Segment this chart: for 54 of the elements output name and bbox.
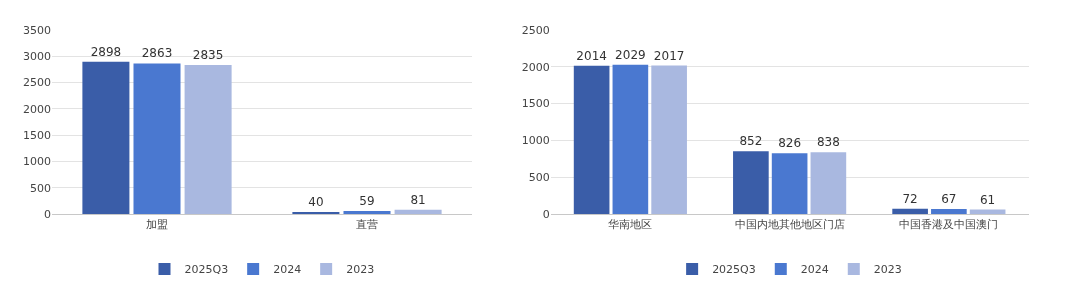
x-tick-label: 华南地区 bbox=[608, 218, 653, 232]
y-tick-label: 0 bbox=[542, 207, 550, 221]
x-tick-label: 中国内地其他地区门店 bbox=[734, 218, 845, 232]
bar bbox=[343, 210, 391, 214]
y-tick-label: 2500 bbox=[23, 76, 51, 90]
bar bbox=[892, 208, 928, 214]
y-tick-label: 500 bbox=[528, 171, 550, 185]
data-label: 61 bbox=[979, 192, 996, 207]
data-label: 852 bbox=[739, 134, 763, 149]
y-tick-label: 1000 bbox=[23, 155, 51, 169]
y-tick-label: 3500 bbox=[23, 23, 51, 37]
y-tick-label: 2000 bbox=[23, 102, 51, 116]
data-label: 59 bbox=[359, 193, 375, 208]
data-label: 2898 bbox=[90, 44, 122, 59]
bar bbox=[133, 63, 181, 214]
legend-label: 2024 bbox=[273, 263, 302, 277]
x-tick-label: 直营 bbox=[356, 218, 378, 232]
bar bbox=[292, 211, 340, 214]
legend-label: 2023 bbox=[873, 263, 902, 277]
data-label: 72 bbox=[902, 191, 918, 206]
y-tick-label: 1500 bbox=[23, 128, 51, 142]
data-label: 2029 bbox=[615, 47, 646, 62]
bar bbox=[394, 209, 442, 214]
legend-label: 2024 bbox=[800, 263, 829, 277]
bar bbox=[612, 64, 649, 214]
bar bbox=[651, 65, 687, 214]
y-tick-label: 1000 bbox=[521, 134, 550, 148]
data-label: 2017 bbox=[653, 48, 685, 63]
x-tick-label: 加盟 bbox=[146, 218, 168, 232]
data-label: 2835 bbox=[192, 47, 224, 62]
data-label: 838 bbox=[816, 135, 840, 150]
y-tick-label: 500 bbox=[30, 181, 51, 195]
y-tick-label: 1500 bbox=[521, 97, 550, 111]
legend-label: 2025Q3 bbox=[712, 263, 756, 277]
bar bbox=[771, 153, 808, 214]
y-tick-label: 0 bbox=[44, 207, 51, 221]
bar bbox=[573, 65, 610, 214]
y-tick-label: 3000 bbox=[23, 50, 51, 64]
data-label: 2014 bbox=[576, 48, 607, 63]
bar bbox=[733, 151, 769, 214]
legend-label: 2023 bbox=[346, 263, 375, 277]
legend-label: 2025Q3 bbox=[184, 263, 229, 277]
data-label: 826 bbox=[778, 136, 802, 151]
bar bbox=[82, 61, 130, 214]
data-label: 40 bbox=[308, 194, 324, 209]
y-tick-label: 2500 bbox=[521, 23, 550, 37]
data-label: 67 bbox=[941, 192, 957, 207]
bar bbox=[931, 209, 967, 214]
bar bbox=[184, 64, 232, 214]
data-label: 81 bbox=[410, 192, 426, 207]
bar bbox=[810, 152, 847, 214]
x-tick-label: 中国香港及中国澳门 bbox=[899, 218, 999, 232]
data-label: 2863 bbox=[141, 46, 173, 61]
y-tick-label: 2000 bbox=[521, 60, 550, 74]
